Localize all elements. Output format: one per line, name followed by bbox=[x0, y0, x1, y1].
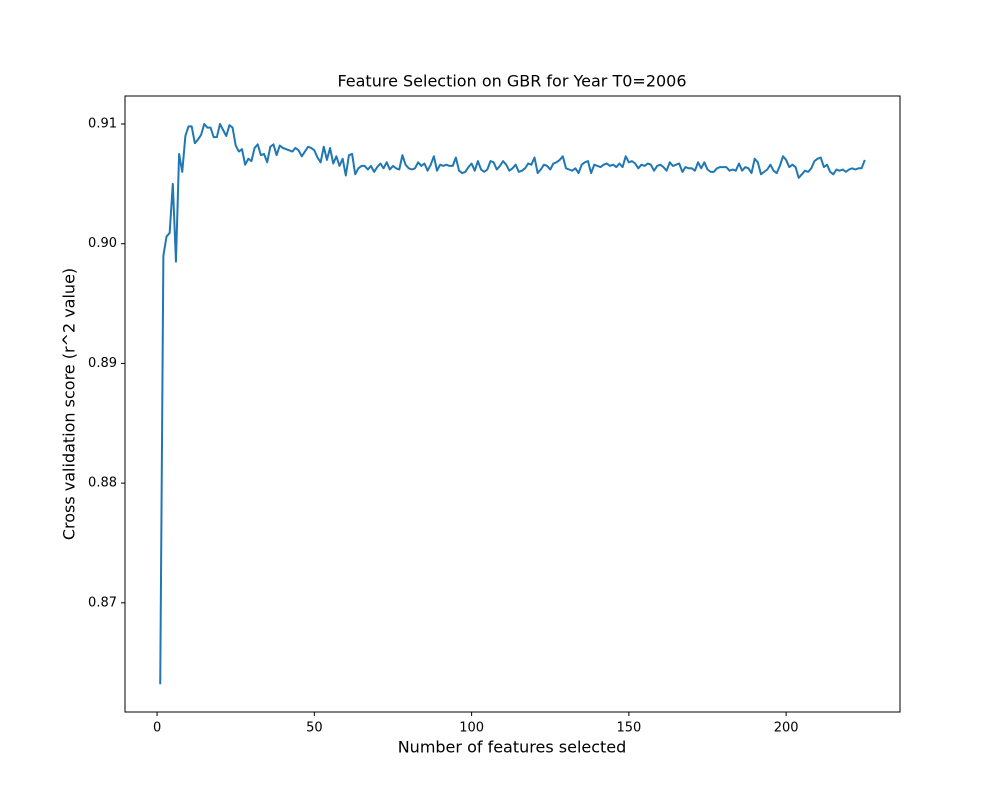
x-axis-label: Number of features selected bbox=[398, 738, 627, 757]
plot-frame bbox=[124, 95, 901, 713]
x-tick-label: 100 bbox=[459, 721, 484, 736]
y-tick-label: 0.91 bbox=[88, 117, 117, 132]
line bbox=[159, 123, 866, 685]
x-tick-label: 150 bbox=[616, 721, 641, 736]
y-tick-label: 0.87 bbox=[88, 595, 117, 610]
x-tick-label: 0 bbox=[153, 721, 161, 736]
chart-title: Feature Selection on GBR for Year T0=200… bbox=[337, 72, 686, 91]
y-tick-label: 0.90 bbox=[88, 236, 117, 251]
y-tick-label: 0.89 bbox=[88, 356, 117, 371]
y-axis-label: Cross validation score (r^2 value) bbox=[60, 268, 79, 540]
y-tick-label: 0.88 bbox=[88, 476, 117, 491]
x-tick-label: 50 bbox=[306, 721, 323, 736]
x-tick-label: 200 bbox=[774, 721, 799, 736]
